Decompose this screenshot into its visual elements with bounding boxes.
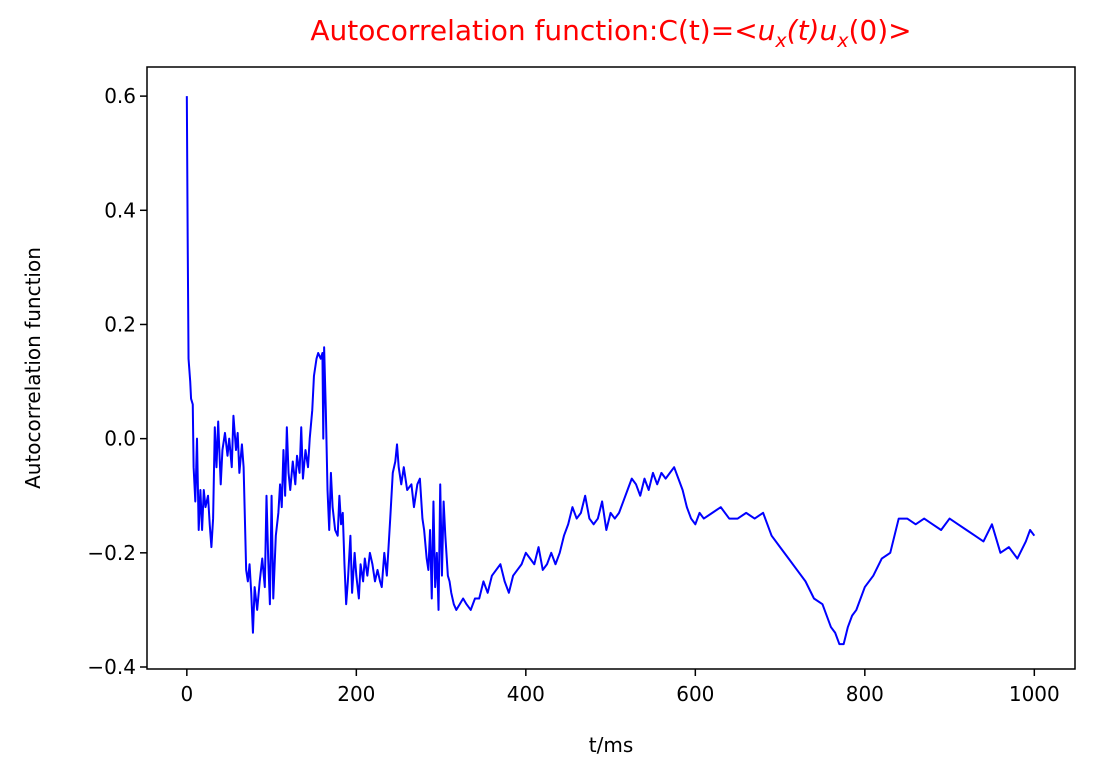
x-tick-label: 800 (846, 682, 884, 706)
data-line (185, 96, 1036, 646)
chart-title: Autocorrelation function:C(t)=<ux(t)ux(0… (310, 14, 911, 52)
x-tick-label: 0 (180, 682, 193, 706)
y-tick-label: 0.2 (104, 312, 136, 336)
plot-frame (146, 66, 1076, 670)
x-tick-label: 200 (337, 682, 375, 706)
x-axis-label: t/ms (589, 733, 633, 757)
y-tick-label: −0.2 (87, 541, 136, 565)
y-axis-label: Autocorrelation function (21, 247, 45, 489)
y-tick-label: −0.4 (87, 655, 136, 679)
y-tick-label: 0.6 (104, 84, 136, 108)
x-tick-label: 1000 (1009, 682, 1060, 706)
y-tick-label: 0.4 (104, 198, 136, 222)
title-text: u (819, 14, 837, 47)
x-tick-label: 600 (676, 682, 714, 706)
x-tick-label: 400 (507, 682, 545, 706)
title-text: (t) (787, 14, 820, 47)
y-tick-label: 0.0 (104, 427, 136, 451)
title-text: x (836, 30, 849, 52)
title-text: (0)> (848, 14, 911, 47)
title-text: x (774, 30, 787, 52)
title-text: u (758, 14, 776, 47)
title-text: Autocorrelation function:C(t)=< (310, 14, 757, 47)
